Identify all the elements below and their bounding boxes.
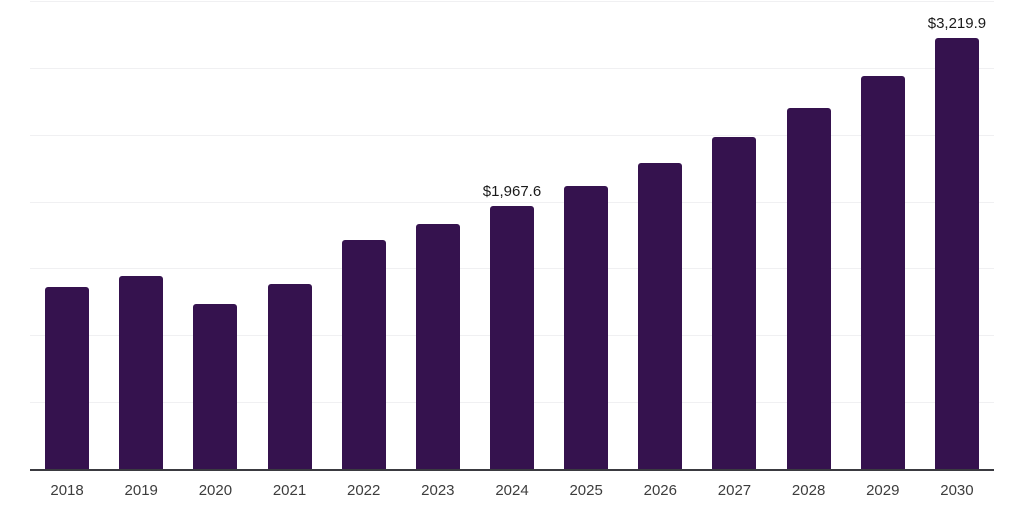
bar-2025 — [564, 185, 609, 469]
bar-2028 — [786, 107, 831, 469]
x-tick-2024: 2024 — [495, 482, 529, 499]
bar-2019 — [119, 276, 164, 469]
value-label-2030: $3,219.9 — [927, 15, 987, 33]
bar-2022 — [341, 239, 386, 469]
gridline-3500 — [30, 1, 994, 2]
bar-2029 — [860, 75, 905, 469]
bar-2018 — [45, 287, 90, 469]
bar-2027 — [712, 136, 757, 469]
bar-2021 — [267, 283, 312, 469]
x-tick-2023: 2023 — [421, 482, 455, 499]
bar-2024 — [490, 205, 534, 469]
gridline-2500 — [30, 134, 994, 136]
value-label-2024: $1,967.6 — [482, 182, 542, 200]
gridline-2000 — [30, 201, 994, 203]
x-tick-2029: 2029 — [866, 482, 900, 499]
x-tick-2019: 2019 — [124, 482, 158, 499]
bar-2026 — [638, 162, 683, 469]
x-tick-2026: 2026 — [643, 482, 677, 499]
x-axis-labels: 2018 2019 2020 2021 2022 2023 2024 2025 2026 2027… — [30, 482, 994, 502]
x-tick-2021: 2021 — [272, 482, 307, 499]
gridline-3000 — [30, 67, 994, 69]
x-tick-2020: 2020 — [198, 482, 233, 499]
x-tick-2025: 2025 — [569, 482, 603, 499]
bar-2020 — [193, 303, 238, 469]
x-tick-2030: 2030 — [940, 482, 974, 499]
bar-2023 — [415, 223, 460, 469]
bar-2030 — [934, 38, 979, 469]
x-tick-2027: 2027 — [717, 482, 752, 499]
x-tick-2028: 2028 — [791, 482, 826, 499]
x-tick-2022: 2022 — [347, 482, 381, 499]
plot-area: $1,967.6 $3,219.9 — [30, 1, 994, 471]
x-tick-2018: 2018 — [50, 482, 84, 499]
